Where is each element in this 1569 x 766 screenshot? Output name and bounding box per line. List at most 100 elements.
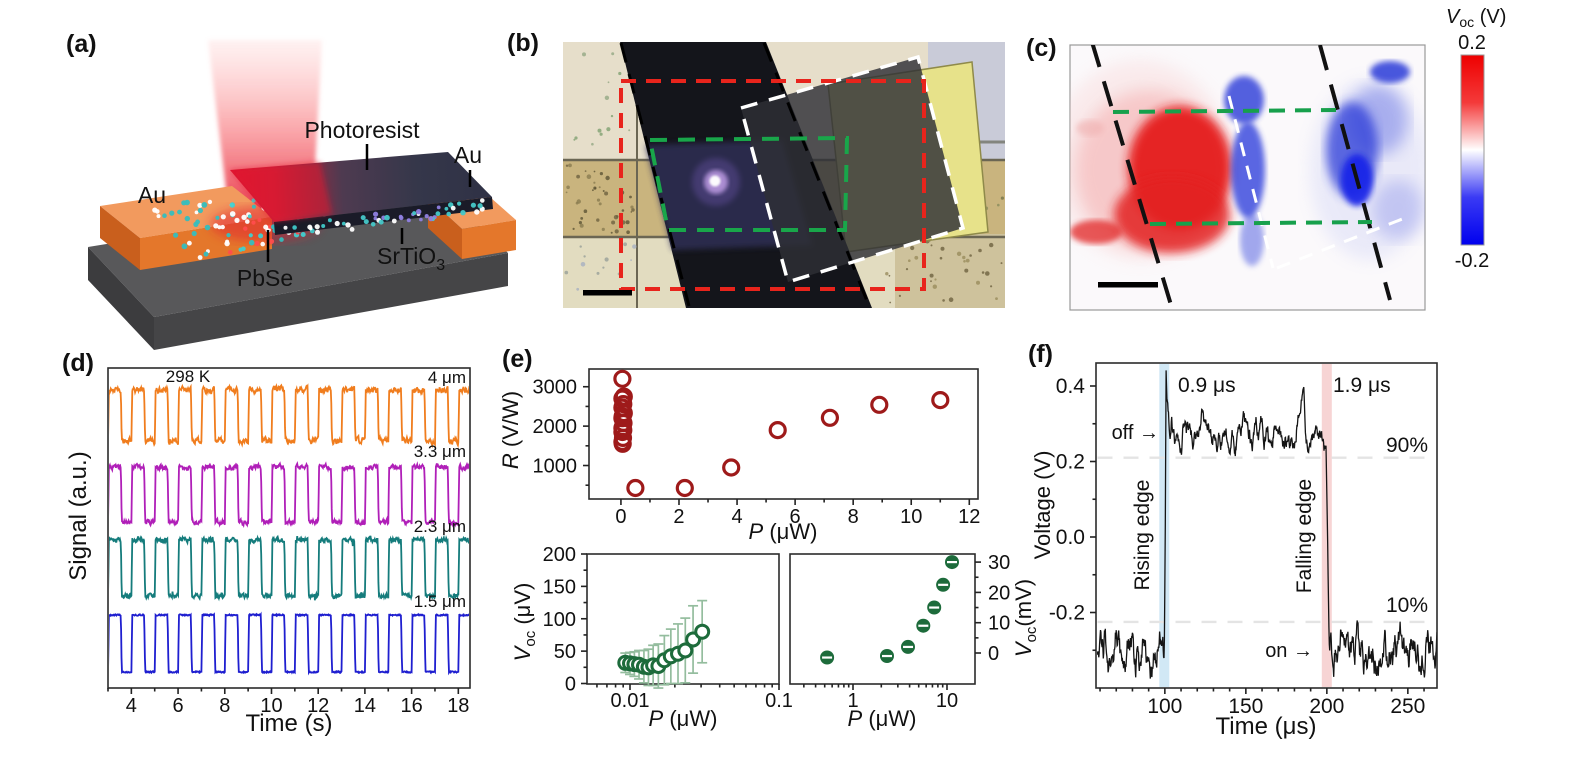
pbse-dot — [248, 233, 253, 238]
speckle — [985, 271, 990, 276]
speckle — [956, 251, 962, 256]
pbse-dot — [412, 211, 417, 216]
pbse-dot — [201, 202, 208, 208]
speckle — [978, 248, 982, 253]
voc-mv-scatter: 1 10 0 10 20 30 — [803, 552, 1010, 712]
au-electrode-right-front — [462, 220, 516, 259]
pbse-dot — [194, 210, 199, 215]
pbse-dot — [203, 251, 209, 257]
pbse-dot — [234, 217, 240, 223]
trace-2.3μm — [109, 534, 469, 602]
pbse-dot — [254, 240, 260, 247]
pbse-dot — [349, 227, 355, 232]
speckle — [575, 201, 579, 205]
plot-frame-e-br — [789, 553, 976, 685]
series-label-3-3um: 3.3 μm — [414, 442, 466, 461]
pbse-dot — [406, 218, 411, 223]
pbse-dot — [247, 214, 252, 219]
channel-dashed-top — [1112, 108, 1337, 114]
speckle — [623, 242, 627, 247]
substrate-front-face — [154, 253, 508, 350]
pbse-dot — [435, 211, 441, 217]
voltage-trace-path — [1097, 370, 1437, 679]
speckle — [599, 132, 603, 136]
data-point — [820, 408, 840, 427]
speckle — [607, 81, 610, 84]
speckle — [586, 174, 592, 179]
pbse-dot — [307, 224, 313, 230]
pbse-dot — [378, 219, 384, 225]
speckle — [629, 195, 632, 199]
pbse-dot — [193, 221, 199, 227]
speckle — [598, 186, 601, 189]
fall-time-annotation: 1.9 μs — [1333, 374, 1391, 397]
speckle — [989, 242, 994, 248]
speckle — [995, 297, 998, 300]
speckle — [598, 202, 602, 206]
pbse-dot — [245, 219, 250, 224]
pbse-dot — [370, 222, 376, 227]
pbse-dot — [184, 215, 190, 222]
rising-edge-label: Rising edge — [1131, 480, 1154, 591]
pbse-dot — [229, 202, 235, 208]
speckle — [579, 223, 584, 228]
pbse-dot — [391, 218, 397, 224]
speckle — [580, 217, 584, 220]
pbse-dot — [457, 201, 462, 206]
speckle — [981, 271, 985, 274]
pbse-dot — [197, 207, 203, 214]
pbse-dot — [315, 229, 320, 235]
panel-c: (c) Voc (V) 0.2 — [1026, 6, 1506, 311]
scale-bar-c — [1098, 282, 1158, 288]
pbse-dot — [436, 205, 441, 210]
speckle — [939, 256, 943, 260]
pbse-dot — [228, 250, 233, 255]
map-blue-topright — [1370, 61, 1410, 83]
trace-1.5μm — [109, 611, 469, 676]
speckle — [1000, 196, 1005, 200]
pbse-dot — [267, 224, 272, 229]
pbse-dot — [181, 243, 188, 250]
voc-uv-scatter: 0.01 0.1 0 50 100 150 200 — [543, 544, 793, 712]
voltage-trace — [1097, 370, 1437, 679]
pbse-dot — [243, 226, 248, 231]
panel-d-label: (d) — [62, 349, 94, 377]
tick-label: 0 — [988, 643, 999, 665]
colorbar-max-label: 0.2 — [1458, 32, 1486, 54]
pbse-dot — [197, 255, 203, 260]
pbse-dot — [258, 233, 264, 239]
pbse-dot — [226, 233, 231, 238]
speckle — [579, 245, 582, 248]
tick-label: 150 — [543, 576, 576, 598]
scale-bar — [583, 290, 632, 296]
speckle — [630, 205, 634, 209]
pbse-dot — [424, 214, 429, 219]
plot-frame-e-top — [588, 368, 979, 500]
e-br-ylabel: Voc(mV) — [1011, 579, 1040, 657]
speckle — [611, 220, 616, 225]
speckle — [574, 136, 578, 140]
pbse-dot — [251, 220, 256, 225]
tick-label: 0 — [615, 506, 626, 528]
map-blue-blob-tail — [1240, 214, 1264, 266]
tick-label: 8 — [219, 695, 230, 717]
speckle — [964, 268, 969, 273]
speckle — [593, 181, 596, 184]
on-annotation: on → — [1265, 640, 1313, 662]
speckle — [630, 211, 633, 213]
pbse-dot — [241, 246, 246, 252]
data-point — [931, 391, 950, 410]
pbse-dot — [204, 224, 211, 231]
tick-label: 30 — [988, 552, 1010, 574]
panel-f-label: (f) — [1028, 340, 1053, 368]
au-right-label: Au — [454, 142, 482, 168]
pbse-dot — [300, 232, 306, 237]
tick-label: 20 — [988, 582, 1010, 604]
plot-frame-d — [107, 367, 471, 689]
series-label-2-3um: 2.3 μm — [414, 517, 466, 536]
speckle — [914, 255, 919, 260]
photoresist-outline-dashed — [738, 54, 966, 285]
speckle — [601, 227, 605, 231]
